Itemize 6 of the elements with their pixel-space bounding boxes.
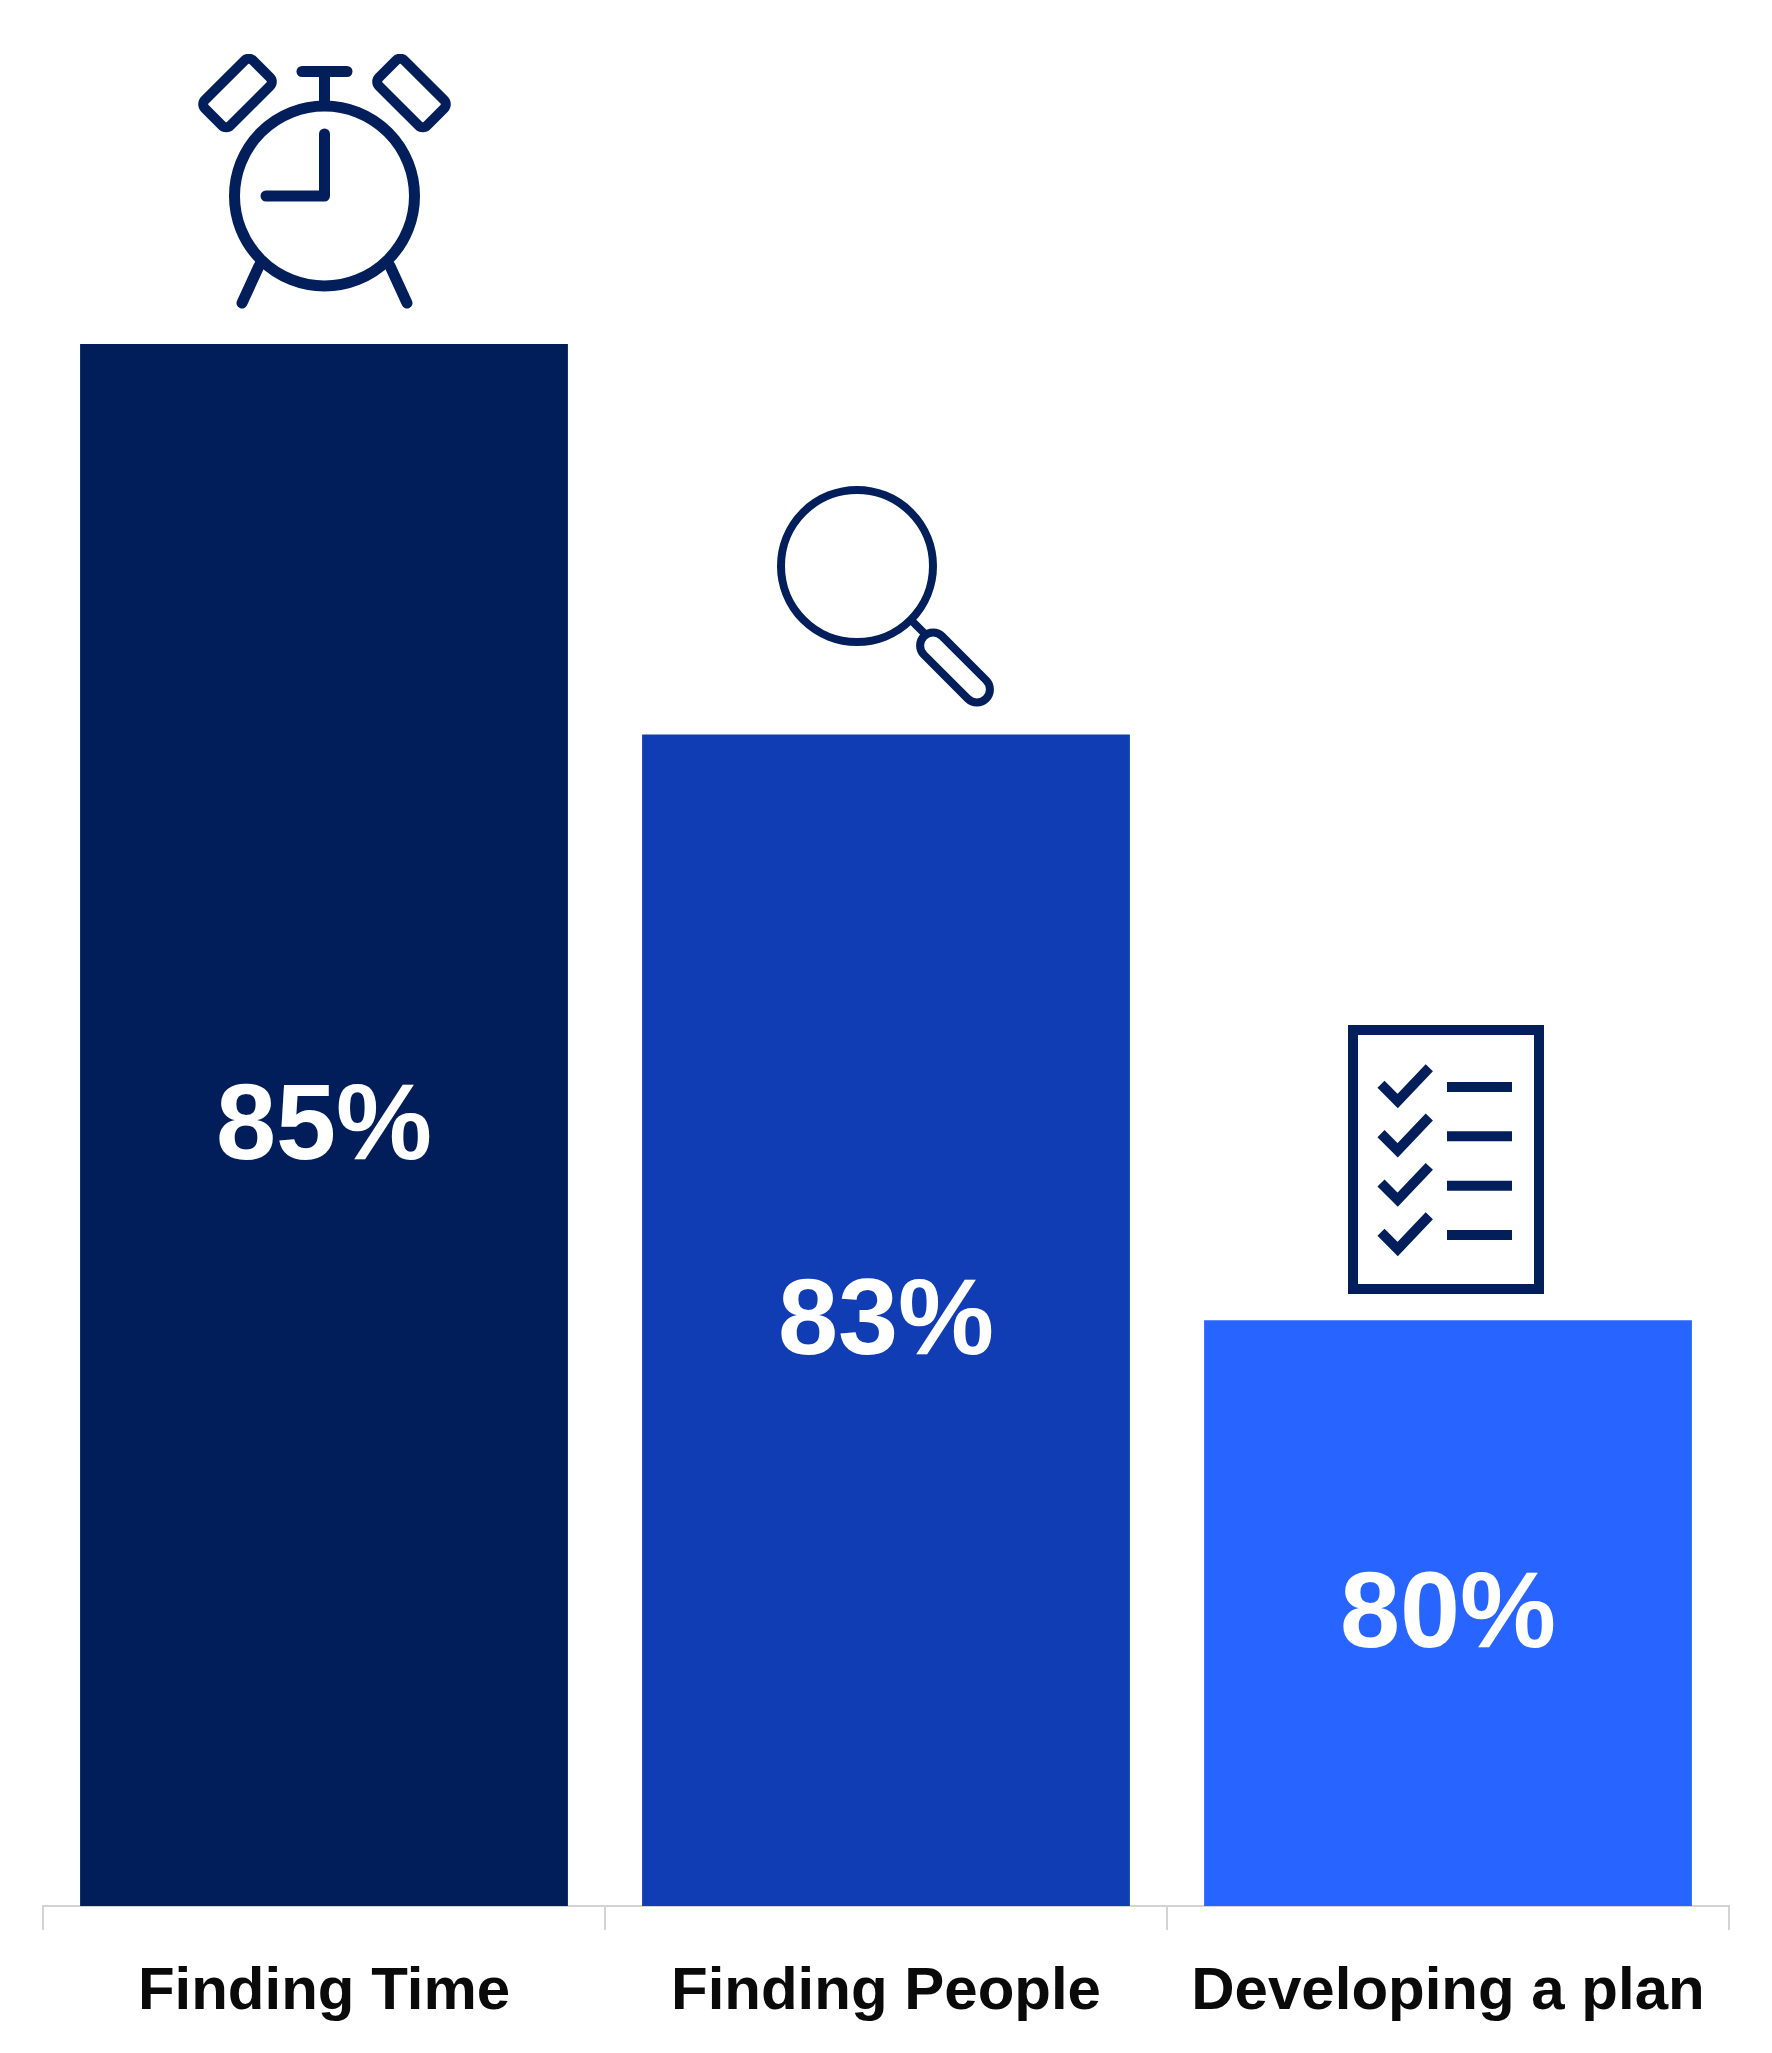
x-tick-label: Developing a plan	[1191, 1954, 1705, 2022]
data-label: 85%	[215, 1060, 433, 1182]
data-label: 83%	[777, 1255, 995, 1377]
data-label: 80%	[1339, 1548, 1557, 1670]
x-tick-label: Finding Time	[137, 1954, 511, 2022]
x-tick-label: Finding People	[671, 1954, 1101, 2022]
